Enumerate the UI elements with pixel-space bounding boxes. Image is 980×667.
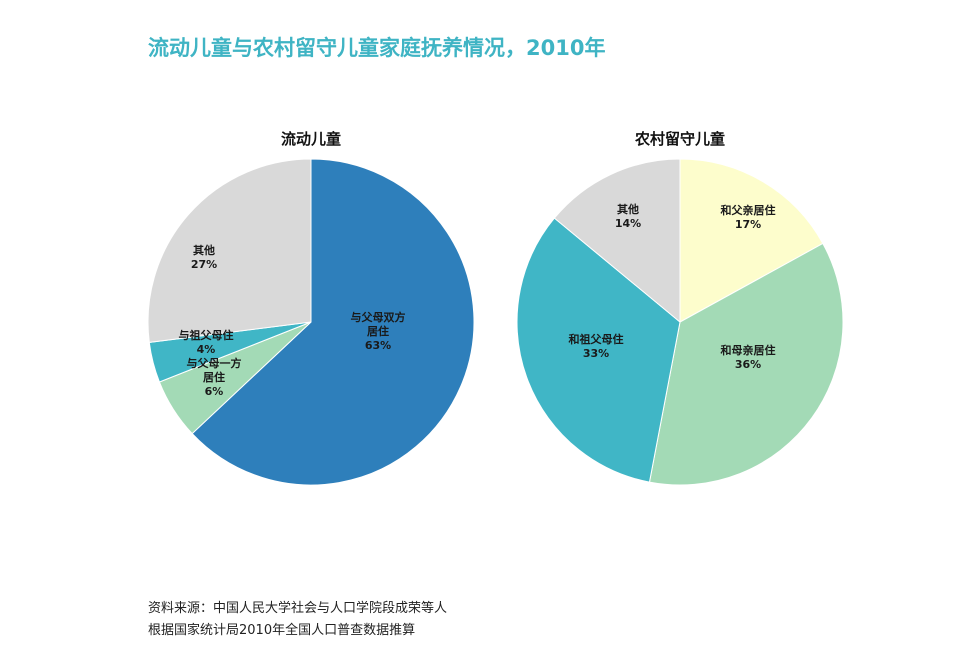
slice-label-line: 和父亲居住 xyxy=(721,203,776,217)
slice-percent: 4% xyxy=(197,343,216,356)
pie-slice xyxy=(553,158,681,324)
slice-label-line: 居住 xyxy=(367,324,389,338)
pie-slice xyxy=(648,242,844,486)
slice-label: 和祖父母住 33% xyxy=(569,332,624,360)
pie-slice xyxy=(191,158,475,486)
slice-label: 其他 14% xyxy=(615,202,641,230)
slice-label-line: 与父母双方 xyxy=(351,310,406,324)
source-line-1: 资料来源：中国人民大学社会与人口学院段成荣等人 xyxy=(148,601,448,616)
source-line-2: 根据国家统计局2010年全国人口普查数据推算 xyxy=(148,623,416,638)
slice-label-line: 与父母一方 xyxy=(187,356,242,370)
slice-label: 和父亲居住 17% xyxy=(721,203,776,231)
slice-percent: 14% xyxy=(615,217,641,230)
slice-label-line: 其他 xyxy=(193,243,215,257)
slice-label: 与父母一方居住 6% xyxy=(187,356,242,398)
slice-label-line: 其他 xyxy=(617,202,639,216)
slice-label-line: 和祖父母住 xyxy=(569,332,624,346)
slice-label-line: 和母亲居住 xyxy=(721,343,776,357)
slice-label: 和母亲居住 36% xyxy=(721,343,776,371)
source-note: 资料来源：中国人民大学社会与人口学院段成荣等人 根据国家统计局2010年全国人口… xyxy=(148,598,447,642)
chart-title-left-behind: 农村留守儿童 xyxy=(634,130,725,148)
chart-title-migrant: 流动儿童 xyxy=(281,130,341,148)
page-title: 流动儿童与农村留守儿童家庭抚养情况，2010年 xyxy=(148,36,606,60)
slice-label-line: 居住 xyxy=(203,370,225,384)
pie-slice xyxy=(147,158,312,343)
slice-label: 其他 27% xyxy=(191,243,217,271)
slice-label: 与祖父母住 4% xyxy=(179,328,234,356)
pie-migrant-children: 与父母双方居住 63%与父母一方居住 6%与祖父母住 4%其他 27% xyxy=(147,158,475,486)
slice-percent: 63% xyxy=(365,339,391,352)
slice-label: 与父母双方居住 63% xyxy=(351,310,406,352)
pie-slice xyxy=(679,158,824,323)
slice-percent: 17% xyxy=(735,218,761,231)
pie-left-behind-children: 和父亲居住 17% 和母亲居住 36% 和祖父母住 33% 其他 14% xyxy=(516,158,844,486)
slice-label-line: 与祖父母住 xyxy=(179,328,234,342)
slice-percent: 27% xyxy=(191,258,217,271)
slice-percent: 6% xyxy=(205,385,224,398)
slice-percent: 36% xyxy=(735,358,761,371)
slice-percent: 33% xyxy=(583,347,609,360)
pie-slice xyxy=(516,217,681,483)
